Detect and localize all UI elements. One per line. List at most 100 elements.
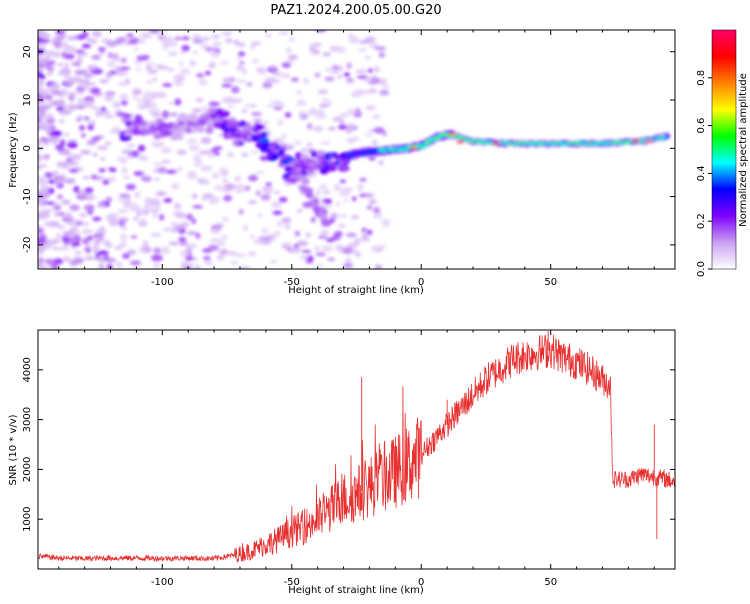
spectrogram-cell [148,107,160,115]
spectrogram-cell [321,98,328,103]
spectrogram-cell [63,132,70,137]
spectrogram-cell [168,112,179,117]
spectrogram-cell [38,62,45,69]
spectrogram-cell [163,198,173,203]
spectrogram-cell [342,262,354,269]
spectrogram-cell [337,164,350,173]
spectrogram-cell [186,243,198,249]
spectrogram-cell [255,170,265,175]
spectrogram-cell [318,184,328,189]
spectrogram-cell [238,51,246,57]
spectrogram-ridge-cell [539,143,546,145]
spectrogram-cell [162,227,174,232]
spectrogram-cell [98,168,106,173]
spectrogram-cell [207,62,216,68]
spectrogram-cell [293,246,302,253]
spectrogram-cell [363,192,375,198]
spectrogram-cell [213,146,223,150]
spectrogram-cell [253,239,263,245]
spectrogram-cell [364,133,373,137]
spectrogram-cell [85,241,91,247]
spectrogram-cell [224,183,235,191]
spectrogram-cell [222,178,228,184]
spectrogram-cell [106,263,113,269]
spectrogram-cell [108,219,121,227]
spectrogram-cell [198,181,211,185]
spectrogram-cell [38,188,49,196]
spectrogram-cell [150,232,162,238]
colorbar-tick-label: 0.4 [696,165,707,181]
spectrogram-ridge-cell [623,142,630,145]
spectrogram-cell [345,80,356,85]
spectrogram-cell [63,149,71,157]
spectrogram-cell [351,196,357,202]
spectrogram-cell [342,198,349,203]
spectrogram-cell [359,40,368,44]
spectrogram-cell [63,255,70,263]
spectrogram-cell [53,212,61,217]
spectrogram-cell [209,228,221,234]
spectrogram-cell [315,30,327,33]
spectrogram-cell [38,163,48,168]
spectrogram-cell [235,79,247,84]
spectrogram-cell [296,240,309,247]
spectrogram-cell [253,124,266,131]
spectrogram-cell [113,52,119,60]
spectrogram-cell [53,41,62,48]
spectrogram-cell [151,254,163,262]
snr-panel: -100 -50 0 50 1000 2000 3000 4000 Height of str… [8,329,676,596]
spectrogram-cell [153,247,162,254]
spectrogram-cell [84,82,97,86]
spectrogram-cell [214,223,224,229]
spectrogram-cell [340,188,351,195]
spectrogram-cell [382,221,390,228]
spectrogram-cell [105,214,116,221]
spectrogram-cell [39,88,50,93]
spectrogram-cell [38,225,42,229]
spectrogram-cell [272,210,283,216]
spectrogram-cell [46,65,55,71]
spectrogram-cell [38,37,43,44]
spectrogram-cell [289,161,296,168]
spectrogram-cell [299,175,306,182]
spectrogram-cell [38,197,48,203]
spectrogram-peak [645,139,654,143]
spectrogram-cell [277,30,290,36]
spectrogram-cell [168,51,178,57]
spectrogram-cell [333,230,343,237]
snr-y-tick-label: 2000 [22,457,33,482]
spectrogram-ridge-cell [421,144,428,148]
spectrogram-cell [221,31,233,36]
spectrogram-cell [225,250,237,256]
spectrogram-cell [194,264,202,269]
spectrogram-cell [343,72,350,77]
spectrogram-cell [337,214,349,218]
spectrogram-cell [230,260,239,265]
spectrogram-cell [121,149,133,154]
spectrogram-cell [138,218,146,225]
spectrogram-cell [290,77,299,82]
snr-series-line [38,334,675,563]
spectrogram-cell [210,34,221,39]
spectrogram-cell [47,85,55,92]
spectrogram-cell [91,54,101,61]
spectrogram-cell [41,265,49,269]
spectrogram-cell [314,208,321,213]
spectrogram-cell [181,36,190,41]
spectrogram-cell [178,237,187,242]
spectrogram-cell [244,185,251,192]
spectrogram-cell [38,178,48,186]
spectrogram-cell [77,97,83,105]
spectrogram-cell [367,80,379,85]
spectrogram-ridge-cell [470,140,478,142]
spectrogram-cell [79,212,88,218]
spectrogram-cell [372,114,381,119]
spectrogram-cell [330,70,338,75]
spectrogram-cell [59,246,70,251]
spectrogram-cell [271,79,281,83]
spectrogram-cell [98,46,106,52]
spectrogram-cell [71,62,81,66]
spectrogram-cell [93,248,99,254]
spectrogram-cell [296,101,307,106]
